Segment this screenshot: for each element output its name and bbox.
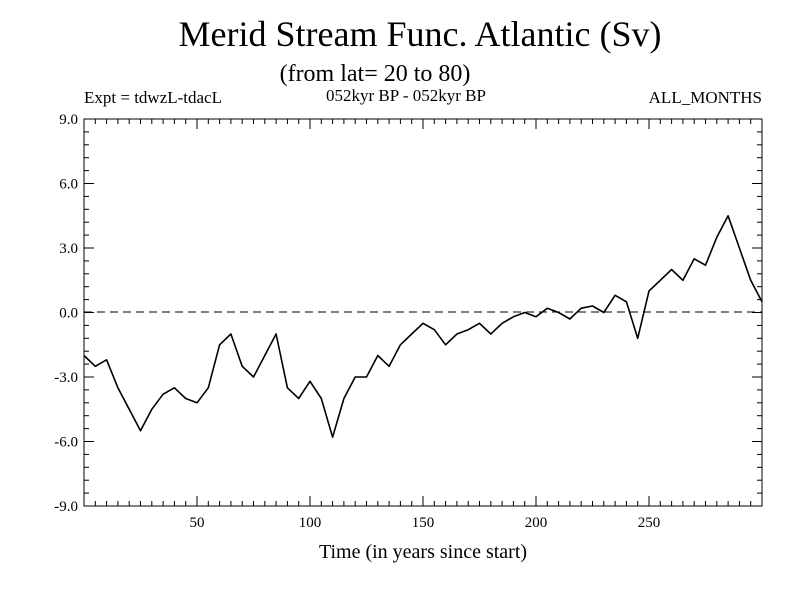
data-series-line — [83, 215, 763, 438]
y-tick-label: 9.0 — [59, 112, 78, 128]
y-tick-label: 6.0 — [59, 177, 78, 193]
y-tick-label: 0.0 — [59, 306, 78, 322]
chart-subtitle: (from lat= 20 to 80) — [279, 61, 471, 87]
x-tick-label: 200 — [525, 515, 548, 531]
y-tick-label: 3.0 — [59, 241, 78, 257]
x-tick-label: 250 — [638, 515, 661, 531]
months-label: ALL_MONTHS — [648, 88, 762, 107]
x-axis-label: Time (in years since start) — [318, 541, 528, 563]
y-tick-label: -6.0 — [54, 435, 78, 451]
chart-title: Merid Stream Func. Atlantic (Sv) — [178, 14, 662, 54]
x-tick-label: 100 — [299, 515, 322, 531]
x-tick-label: 150 — [412, 515, 435, 531]
experiment-label: Expt = tdwzL-tdacL — [84, 88, 222, 107]
y-tick-label: -3.0 — [54, 370, 78, 386]
x-tick-label: 50 — [190, 515, 205, 531]
y-tick-label: -9.0 — [54, 499, 78, 515]
period-label: 052kyr BP - 052kyr BP — [326, 86, 486, 105]
